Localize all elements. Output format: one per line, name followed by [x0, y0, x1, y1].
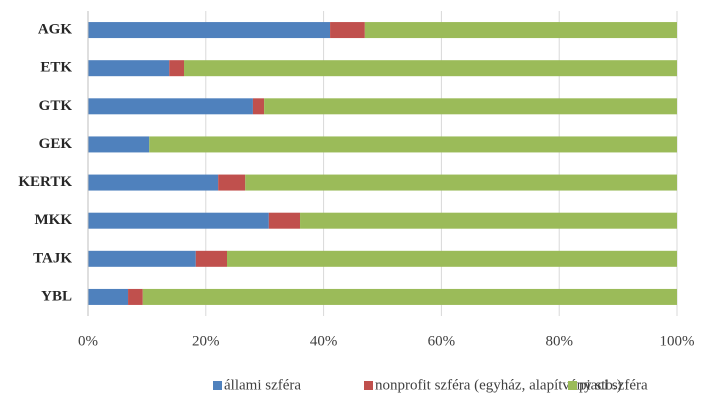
legend-swatch [364, 381, 373, 390]
x-tick-label: 60% [428, 333, 456, 349]
legend-label: nonprofit szféra (egyház, alapítvány stb… [375, 377, 622, 393]
y-tick-label: KERTK [18, 174, 72, 190]
bar-segment [88, 60, 170, 77]
bar-segment [330, 22, 365, 39]
bar-segment [88, 136, 150, 153]
legend-label: piaci szféra [579, 377, 648, 393]
y-tick-label: GTK [39, 98, 73, 114]
bar-segment [88, 250, 196, 267]
legend-swatch [568, 381, 577, 390]
x-tick-label: 80% [545, 333, 573, 349]
bar-segment [142, 288, 678, 305]
bar-segment [88, 288, 129, 305]
bar-segment [252, 98, 265, 115]
bar-segment [149, 136, 678, 153]
bar-segment [227, 250, 677, 267]
y-tick-label: TAJK [33, 250, 72, 266]
x-tick-label: 100% [660, 333, 695, 349]
bar-segment [88, 98, 253, 115]
x-tick-label: 40% [310, 333, 338, 349]
bar-segment [268, 212, 301, 229]
bar-segment [264, 98, 677, 115]
bar-segment [88, 22, 331, 39]
x-tick-label: 0% [78, 333, 98, 349]
bar-segment [364, 22, 677, 39]
legend-label: állami szféra [224, 377, 301, 393]
y-tick-label: AGK [38, 22, 73, 38]
bar-segment [300, 212, 677, 229]
bar-segment [88, 174, 219, 191]
bar-segment [128, 288, 143, 305]
y-tick-label: ETK [40, 60, 72, 76]
y-tick-label: YBL [41, 288, 72, 304]
bar-segment [169, 60, 185, 77]
x-tick-label: 20% [192, 333, 220, 349]
bar-segment [218, 174, 246, 191]
y-tick-label: GEK [39, 136, 73, 152]
legend-swatch [213, 381, 222, 390]
bar-segment [88, 212, 269, 229]
bar-segment [184, 60, 677, 77]
bar-segment [195, 250, 228, 267]
y-tick-label: MKK [35, 212, 73, 228]
bar-segment [245, 174, 677, 191]
